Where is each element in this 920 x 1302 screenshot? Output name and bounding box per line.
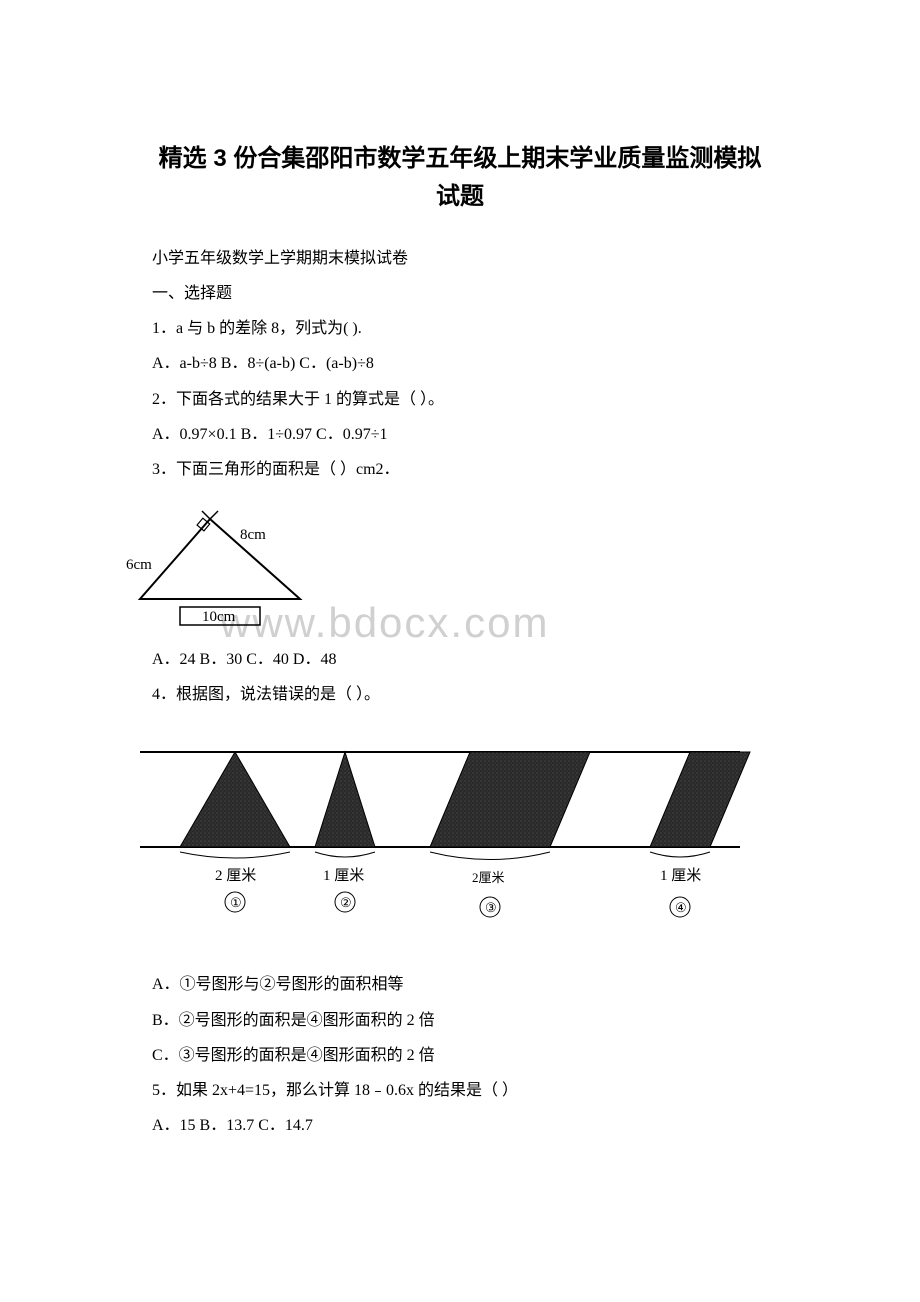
question-5-options: A．15 B．13.7 C．14.7 [120,1108,800,1143]
question-2-options: A．0.97×0.1 B．1÷0.97 C．0.97÷1 [120,417,800,452]
title-line-2: 试题 [436,183,484,210]
question-1: 1．a 与 b 的差除 8，列式为( ). [120,311,800,346]
shape-2-num: ② [340,895,352,910]
question-5: 5．如果 2x+4=15，那么计算 18﹣0.6x 的结果是（ ） [120,1073,800,1108]
shape-3-num: ③ [485,900,497,915]
question-3: 3．下面三角形的面积是（ ）cm2． [120,452,800,487]
shape-3-label: 2厘米 [472,870,505,885]
shapes-svg: 2 厘米 ① 1 厘米 ② 2厘米 ③ 1 厘米 ④ [120,732,760,932]
shape-4-label: 1 厘米 [660,867,701,884]
triangle-svg: 6cm 8cm 10cm [120,499,340,629]
section-heading: 一、选择题 [120,276,800,311]
document-title: 精选 3 份合集邵阳市数学五年级上期末学业质量监测模拟 试题 [120,140,800,217]
triangle-shape [140,519,300,599]
subtitle: 小学五年级数学上学期期末模拟试卷 [120,241,800,276]
shape-2 [315,752,375,847]
triangle-figure: 6cm 8cm 10cm www.bdocx.com [120,499,800,634]
question-4: 4．根据图，说法错误的是（ ）。 [120,677,800,712]
shapes-figure: 2 厘米 ① 1 厘米 ② 2厘米 ③ 1 厘米 ④ [120,732,800,937]
shape-1-num: ① [230,895,242,910]
question-1-options: A．a-b÷8 B．8÷(a-b) C．(a-b)÷8 [120,346,800,381]
title-line-1: 精选 3 份合集邵阳市数学五年级上期末学业质量监测模拟 [159,145,762,172]
triangle-label-bottom: 10cm [202,609,236,625]
shape-1-label: 2 厘米 [215,867,256,884]
question-3-options: A．24 B．30 C．40 D．48 [120,642,800,677]
shape-4-num: ④ [675,900,687,915]
triangle-label-top: 8cm [240,527,266,543]
shape-3 [430,752,590,847]
question-4-option-a: A．①号图形与②号图形的面积相等 [120,967,800,1002]
question-4-option-b: B．②号图形的面积是④图形面积的 2 倍 [120,1003,800,1038]
shape-4 [650,752,750,847]
triangle-label-left: 6cm [126,557,152,573]
question-2: 2．下面各式的结果大于 1 的算式是（ ）。 [120,382,800,417]
shape-1 [180,752,290,847]
shape-2-label: 1 厘米 [323,867,364,884]
question-4-option-c: C．③号图形的面积是④图形面积的 2 倍 [120,1038,800,1073]
